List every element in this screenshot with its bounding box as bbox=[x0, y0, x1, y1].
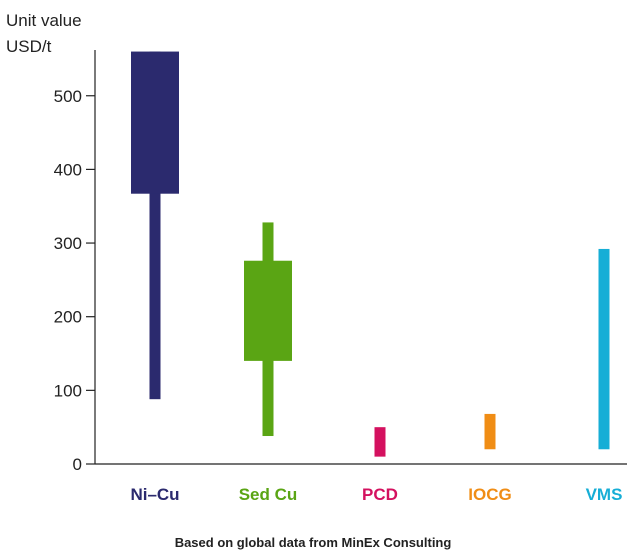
y-axis: 0 100 200 300 400 500 bbox=[54, 50, 627, 474]
y-tick-label: 100 bbox=[54, 381, 82, 400]
y-axis-label-line1: Unit value bbox=[6, 11, 82, 30]
category-label-iocg: IOCG bbox=[468, 485, 511, 504]
y-tick-label: 500 bbox=[54, 87, 82, 106]
range-bar-ni-cu bbox=[149, 51, 161, 400]
category-labels: Ni–Cu Sed Cu PCD IOCG VMS bbox=[130, 485, 622, 504]
core-range-box-sed-cu bbox=[244, 260, 292, 361]
y-tick-label: 200 bbox=[54, 308, 82, 327]
y-tick-label: 0 bbox=[73, 455, 82, 474]
category-label-sed-cu: Sed Cu bbox=[239, 485, 298, 504]
footnote: Based on global data from MinEx Consulti… bbox=[175, 535, 452, 550]
range-bar-pcd bbox=[374, 427, 386, 457]
y-tick-label: 300 bbox=[54, 234, 82, 253]
y-tick-label: 400 bbox=[54, 160, 82, 179]
range-bar-iocg bbox=[484, 413, 496, 450]
core-range-box-ni-cu bbox=[131, 51, 179, 194]
plot-area bbox=[131, 51, 610, 457]
y-axis-label-line2: USD/t bbox=[6, 37, 52, 56]
category-label-vms: VMS bbox=[586, 485, 623, 504]
range-bar-vms bbox=[598, 248, 610, 450]
category-label-ni-cu: Ni–Cu bbox=[130, 485, 179, 504]
category-label-pcd: PCD bbox=[362, 485, 398, 504]
